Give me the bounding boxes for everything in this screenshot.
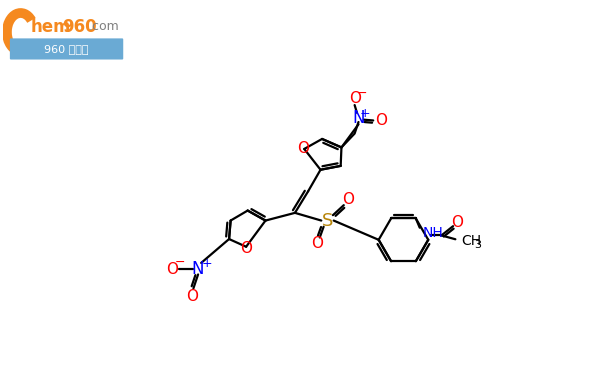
Text: O: O — [375, 113, 387, 128]
Text: O: O — [186, 288, 198, 303]
Text: O: O — [298, 141, 310, 156]
Text: +: + — [201, 257, 212, 270]
Text: N: N — [192, 260, 204, 278]
FancyBboxPatch shape — [10, 38, 123, 60]
Text: −: − — [174, 256, 185, 269]
Text: N: N — [352, 109, 365, 127]
Text: O: O — [166, 262, 178, 277]
Text: O: O — [312, 236, 324, 251]
Text: hem: hem — [30, 18, 71, 36]
Text: CH: CH — [462, 234, 482, 248]
Text: −: − — [357, 87, 368, 100]
Text: O: O — [342, 192, 354, 207]
Text: S: S — [322, 211, 333, 230]
Text: O: O — [451, 215, 463, 230]
Text: 960: 960 — [62, 18, 96, 36]
Text: 960 化工网: 960 化工网 — [44, 44, 89, 54]
Text: O: O — [240, 241, 252, 256]
Text: 3: 3 — [474, 240, 481, 250]
Text: NH: NH — [423, 226, 443, 240]
Text: .com: .com — [89, 20, 120, 33]
Text: +: + — [359, 107, 370, 120]
Text: O: O — [348, 92, 361, 106]
